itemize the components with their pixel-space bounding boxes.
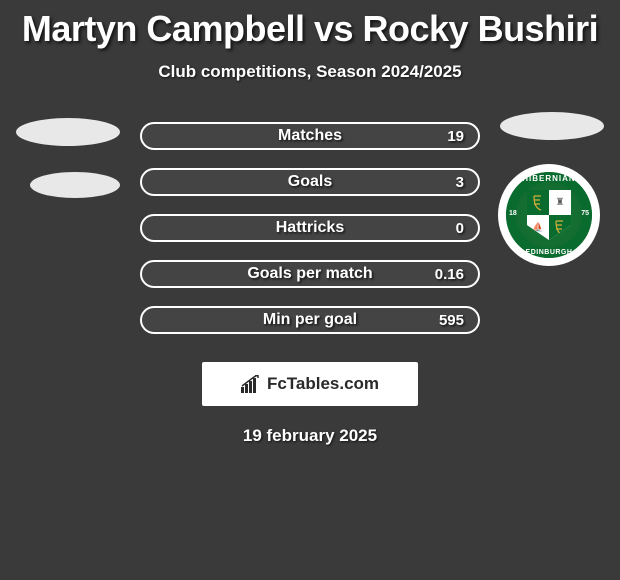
stat-label: Matches bbox=[278, 127, 342, 145]
stat-row-goals: Goals 3 bbox=[140, 168, 480, 196]
stat-row-matches: Matches 19 bbox=[140, 122, 480, 150]
page-title: Martyn Campbell vs Rocky Bushiri bbox=[0, 0, 620, 50]
stat-value-right: 3 bbox=[456, 174, 464, 191]
player2-avatar-placeholder bbox=[500, 112, 604, 140]
player1-avatar-group bbox=[8, 112, 128, 198]
brand-label: FcTables.com bbox=[267, 374, 379, 394]
brand-box[interactable]: FcTables.com bbox=[202, 362, 418, 406]
stat-row-goals-per-match: Goals per match 0.16 bbox=[140, 260, 480, 288]
stat-value-right: 595 bbox=[439, 312, 464, 329]
player2-avatar-group: HIBERNIAN 18 75 ♜ ⛵ EDINBURGH bbox=[492, 112, 612, 266]
player1-avatar-placeholder bbox=[16, 118, 120, 146]
stat-label: Goals bbox=[288, 173, 332, 191]
stat-row-min-per-goal: Min per goal 595 bbox=[140, 306, 480, 334]
comparison-chart: HIBERNIAN 18 75 ♜ ⛵ EDINBURGH Matches 19… bbox=[0, 112, 620, 342]
badge-text-bottom: EDINBURGH bbox=[526, 249, 573, 256]
stat-label: Goals per match bbox=[247, 265, 372, 283]
fctables-logo-icon bbox=[241, 375, 261, 393]
subtitle: Club competitions, Season 2024/2025 bbox=[0, 62, 620, 82]
stat-row-hattricks: Hattricks 0 bbox=[140, 214, 480, 242]
stat-bars: Matches 19 Goals 3 Hattricks 0 Goals per… bbox=[140, 122, 480, 352]
player2-club-badge: HIBERNIAN 18 75 ♜ ⛵ EDINBURGH bbox=[498, 164, 600, 266]
badge-year-right: 75 bbox=[581, 210, 589, 217]
player1-club-placeholder bbox=[30, 172, 120, 198]
badge-year-left: 18 bbox=[509, 210, 517, 217]
stat-value-right: 19 bbox=[447, 128, 464, 145]
date-label: 19 february 2025 bbox=[0, 426, 620, 446]
badge-text-top: HIBERNIAN bbox=[522, 174, 575, 183]
stat-value-right: 0.16 bbox=[435, 266, 464, 283]
stat-label: Hattricks bbox=[276, 219, 344, 237]
stat-label: Min per goal bbox=[263, 311, 357, 329]
stat-value-right: 0 bbox=[456, 220, 464, 237]
